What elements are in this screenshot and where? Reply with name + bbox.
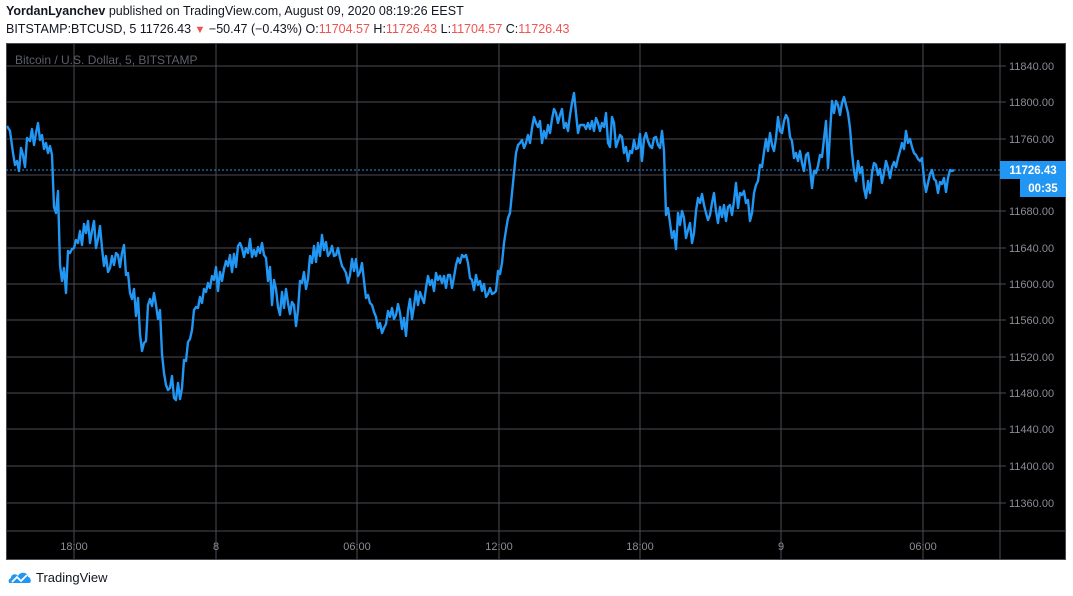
price-change: −50.47 (−0.43%) <box>208 22 303 36</box>
author-name[interactable]: YordanLyanchev <box>6 4 106 18</box>
high-label: H: <box>373 22 386 36</box>
time-axis-ticks <box>73 531 924 535</box>
svg-text:00:35: 00:35 <box>1028 183 1058 195</box>
last-price: 11726.43 <box>139 22 192 36</box>
svg-text:11360.00: 11360.00 <box>1009 498 1054 510</box>
tradingview-brand-label: TradingView <box>36 569 108 585</box>
svg-text:11760.00: 11760.00 <box>1009 134 1054 146</box>
svg-text:12:00: 12:00 <box>485 541 513 553</box>
price-axis-labels: 11840.00 11800.00 11760.00 11680.00 1164… <box>1009 61 1054 510</box>
svg-text:11680.00: 11680.00 <box>1009 206 1054 218</box>
tradingview-brand[interactable]: TradingView <box>8 569 108 585</box>
open-label: O: <box>305 22 319 36</box>
publish-info: YordanLyanchev published on TradingView.… <box>6 4 464 18</box>
svg-text:11400.00: 11400.00 <box>1009 461 1054 473</box>
close-label: C: <box>505 22 519 36</box>
svg-text:18:00: 18:00 <box>60 541 88 553</box>
svg-text:11560.00: 11560.00 <box>1009 315 1054 327</box>
svg-text:11800.00: 11800.00 <box>1009 97 1054 109</box>
close-value: 11726.43 <box>518 22 570 36</box>
open-value: 11704.57 <box>318 22 370 36</box>
countdown-tag: 00:35 <box>1020 179 1066 197</box>
low-label: L: <box>440 22 452 36</box>
time-axis-labels: 18:00 8 06:00 12:00 18:00 9 06:00 <box>60 541 937 553</box>
price-chart[interactable]: Bitcoin / U.S. Dollar, 5, BITSTAMP 11840… <box>6 43 1066 560</box>
down-arrow-icon: ▼ <box>194 24 206 36</box>
svg-text:11600.00: 11600.00 <box>1009 279 1054 291</box>
svg-text:11440.00: 11440.00 <box>1009 424 1054 436</box>
symbol-label: BITSTAMP:BTCUSD, 5 <box>6 22 137 36</box>
chart-frame <box>6 43 1066 560</box>
price-label-tag: 11726.43 <box>1000 161 1066 179</box>
high-value: 11726.43 <box>385 22 438 36</box>
svg-text:11840.00: 11840.00 <box>1009 61 1054 73</box>
price-line <box>6 91 955 402</box>
svg-text:11640.00: 11640.00 <box>1009 243 1054 255</box>
svg-text:06:00: 06:00 <box>343 541 371 553</box>
published-text: published on TradingView.com, August 09,… <box>108 4 464 18</box>
symbol-info: BITSTAMP:BTCUSD, 5 11726.43 ▼ −50.47 (−0… <box>6 22 569 36</box>
svg-text:11726.43: 11726.43 <box>1009 165 1056 177</box>
svg-text:9: 9 <box>778 541 784 553</box>
grid <box>6 43 1066 560</box>
svg-text:8: 8 <box>213 541 219 553</box>
tradingview-logo-icon <box>8 572 31 583</box>
svg-text:06:00: 06:00 <box>909 541 937 553</box>
chart-legend: Bitcoin / U.S. Dollar, 5, BITSTAMP <box>15 53 198 67</box>
price-axis-ticks <box>1000 65 1005 504</box>
svg-text:11520.00: 11520.00 <box>1009 352 1054 364</box>
svg-text:11480.00: 11480.00 <box>1009 388 1054 400</box>
low-value: 11704.57 <box>451 22 503 36</box>
svg-text:18:00: 18:00 <box>626 541 654 553</box>
